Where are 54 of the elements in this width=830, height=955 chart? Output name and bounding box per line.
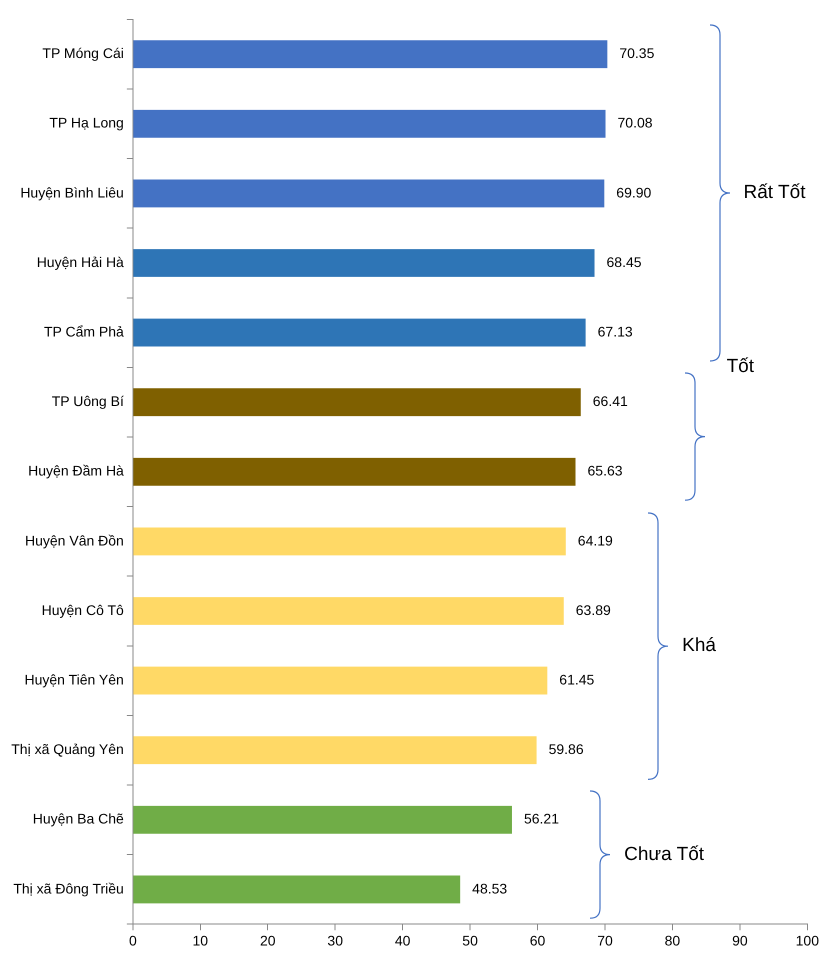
bar <box>133 179 604 208</box>
data-label: 68.45 <box>606 254 642 270</box>
data-label: 59.86 <box>548 741 584 758</box>
x-tick-label: 50 <box>462 932 478 948</box>
bar <box>133 597 564 625</box>
x-tick-label: 80 <box>664 932 680 948</box>
y-tick-label: Huyện Tiên Yên <box>24 671 124 688</box>
x-tick-label: 60 <box>530 932 546 948</box>
y-tick-label: TP Móng Cái <box>42 45 124 62</box>
data-label: 67.13 <box>598 323 633 340</box>
y-tick-label: Huyện Vân Đồn <box>25 532 124 548</box>
y-tick-label: Huyện Ba Chẽ <box>32 810 124 827</box>
bar <box>133 40 608 68</box>
data-label: 63.89 <box>576 602 612 618</box>
bar <box>133 110 606 138</box>
x-tick-label: 20 <box>260 932 276 948</box>
x-tick-label: 40 <box>394 932 411 948</box>
annotation: Khá <box>682 634 716 657</box>
y-tick-label: Thị xã Đông Triều <box>13 880 124 896</box>
data-label: 66.41 <box>592 393 628 410</box>
data-label: 48.53 <box>472 880 508 896</box>
bar <box>133 458 576 486</box>
bar <box>133 527 566 556</box>
data-label: 64.19 <box>578 532 614 548</box>
bar <box>133 736 537 764</box>
annotation: Rất Tốt <box>744 182 806 204</box>
data-label: 61.45 <box>559 671 595 688</box>
x-tick-label: 30 <box>327 932 344 948</box>
data-label: 69.90 <box>616 184 652 200</box>
bar <box>133 318 586 347</box>
data-label: 56.21 <box>524 810 560 827</box>
x-tick-label: 0 <box>128 932 137 948</box>
y-tick-label: Thị xã Quảng Yên <box>11 741 124 758</box>
data-label: 70.35 <box>619 45 655 62</box>
y-tick-label: TP Hạ Long <box>49 114 124 131</box>
data-label: 65.63 <box>588 462 623 479</box>
bar <box>133 666 548 695</box>
x-tick-label: 70 <box>597 932 613 948</box>
annotation: Tốt <box>726 356 754 378</box>
y-tick-label: TP Cẩm Phả <box>44 323 124 340</box>
x-tick-label: 100 <box>796 932 820 948</box>
bar <box>133 249 595 277</box>
bar <box>133 806 512 834</box>
y-tick-label: Huyện Hải Hà <box>36 254 124 270</box>
y-tick-label: TP Uông Bí <box>52 393 124 410</box>
x-tick-label: 90 <box>732 932 748 948</box>
y-tick-label: Huyện Bình Liêu <box>20 184 124 200</box>
x-tick-label: 10 <box>192 932 208 948</box>
bar <box>133 388 581 416</box>
annotation: Chưa Tốt <box>624 844 704 866</box>
bar <box>133 875 460 904</box>
y-tick-label: Huyện Cô Tô <box>42 602 124 618</box>
y-tick-label: Huyện Đầm Hà <box>28 462 124 479</box>
data-label: 70.08 <box>618 114 653 131</box>
